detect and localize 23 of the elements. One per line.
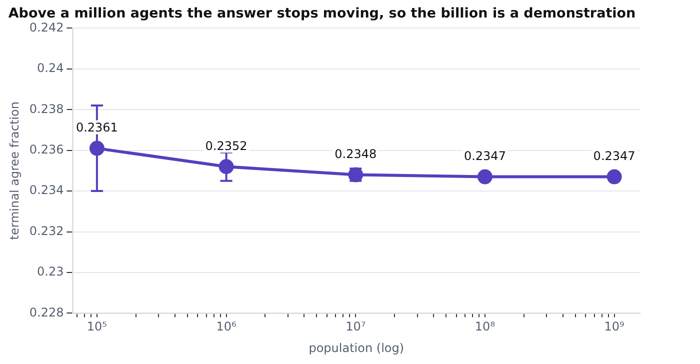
y-tick-label: 0.234 [29, 183, 64, 198]
x-tick-label: 10⁷ [346, 320, 366, 334]
data-label: 0.2347 [593, 148, 636, 163]
y-tick-label: 0.23 [37, 264, 64, 279]
x-axis-title: population (log) [308, 340, 404, 355]
data-label: 0.2361 [76, 120, 118, 134]
y-axis-title: terminal agree fraction [7, 102, 22, 240]
y-tick-label: 0.238 [29, 102, 64, 116]
data-label: 0.2352 [205, 138, 248, 153]
y-tick-label: 0.242 [29, 20, 64, 34]
y-tick-label: 0.228 [29, 305, 64, 320]
y-tick-label: 0.24 [37, 61, 64, 76]
y-tick-label: 0.232 [29, 224, 64, 238]
data-label: 0.2348 [334, 146, 377, 161]
point [477, 169, 492, 184]
point [606, 169, 622, 184]
y-tick-label: 0.236 [29, 142, 64, 156]
data-label: 0.2347 [464, 148, 506, 163]
chart-title: Above a million agents the answer stops moving, so the billion is a demonstration [8, 6, 636, 22]
x-tick-label: 10⁸ [474, 320, 496, 334]
x-tick-label: 10⁵ [86, 320, 108, 334]
x-tick-label: 10⁹ [604, 320, 625, 334]
x-tick-label: 10⁶ [216, 320, 237, 334]
